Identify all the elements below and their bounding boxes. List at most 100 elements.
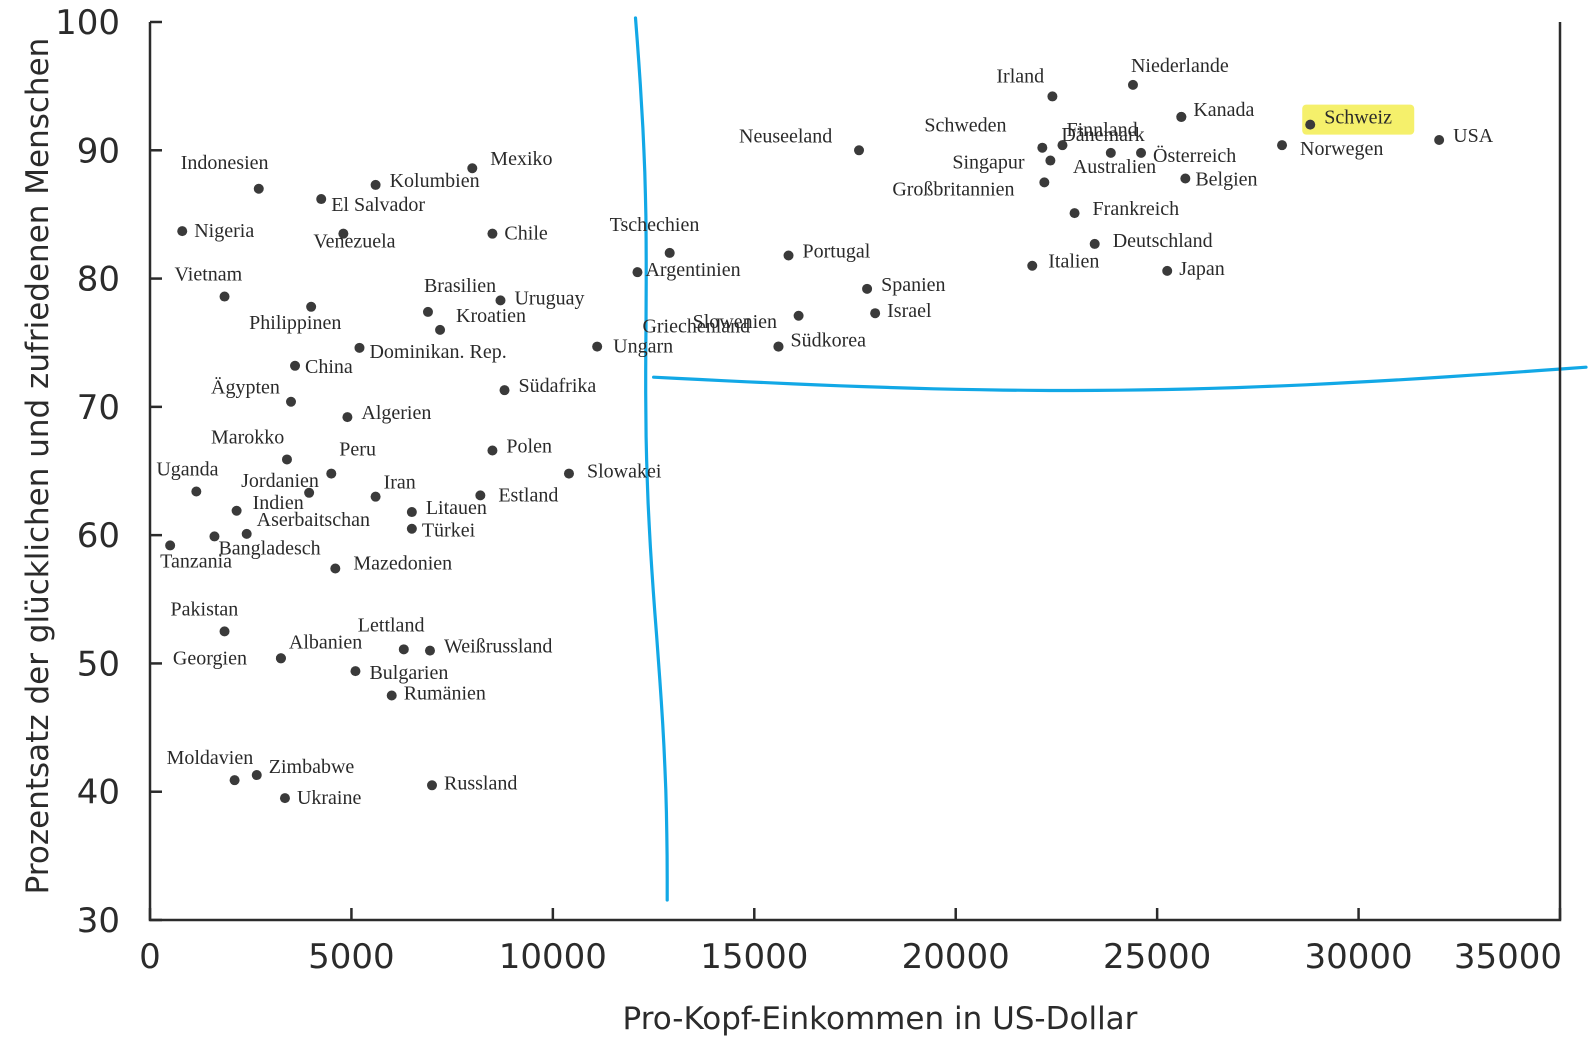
point-label: Belgien bbox=[1195, 169, 1257, 191]
point-label: Frankreich bbox=[1093, 198, 1180, 220]
data-point bbox=[1089, 238, 1100, 249]
y-tick-label: 70 bbox=[77, 388, 120, 428]
data-point bbox=[354, 342, 365, 353]
point-label: Rumänien bbox=[404, 683, 486, 705]
x-tick-label: 30000 bbox=[1304, 937, 1412, 977]
point-label: Estland bbox=[498, 484, 558, 506]
data-point bbox=[1136, 147, 1147, 158]
point-label: Neuseeland bbox=[739, 125, 832, 147]
data-point bbox=[290, 360, 301, 371]
point-label: China bbox=[305, 356, 353, 378]
point-label: Dominikan. Rep. bbox=[369, 341, 506, 363]
x-tick-label: 20000 bbox=[902, 937, 1010, 977]
point-label: Slowakei bbox=[587, 461, 662, 483]
point-label: Spanien bbox=[881, 274, 945, 296]
point-label: Tanzania bbox=[160, 550, 232, 572]
point-label: Österreich bbox=[1153, 144, 1236, 167]
data-point bbox=[406, 523, 417, 534]
data-point bbox=[487, 228, 498, 239]
y-tick-label: 40 bbox=[77, 773, 120, 813]
point-label: Peru bbox=[339, 439, 376, 461]
point-label: Deutschland bbox=[1113, 230, 1213, 252]
data-point bbox=[191, 486, 202, 497]
point-label: Südkorea bbox=[790, 330, 866, 352]
data-point bbox=[386, 690, 397, 701]
data-point bbox=[862, 283, 873, 294]
highlight-marker-schweiz bbox=[1302, 104, 1415, 135]
data-points bbox=[165, 79, 1445, 804]
data-point bbox=[1176, 111, 1187, 122]
data-point bbox=[1047, 91, 1058, 102]
y-tick-label: 90 bbox=[77, 131, 120, 171]
y-tick-label: 60 bbox=[77, 516, 120, 556]
x-tick-label: 25000 bbox=[1103, 937, 1211, 977]
data-point bbox=[435, 324, 446, 335]
point-labels: IndonesienNigeriaVietnamMexikoKolumbienE… bbox=[156, 55, 1493, 809]
data-point bbox=[1305, 119, 1316, 130]
data-point bbox=[1127, 79, 1138, 90]
data-point bbox=[251, 770, 262, 781]
data-point bbox=[398, 644, 409, 655]
data-point bbox=[1105, 147, 1116, 158]
point-label: Argentinien bbox=[645, 259, 740, 281]
point-label: Weißrussland bbox=[444, 636, 552, 658]
data-point bbox=[870, 308, 881, 319]
point-label: Schweiz bbox=[1324, 107, 1392, 129]
point-label: Nigeria bbox=[194, 220, 254, 242]
point-label: Italien bbox=[1048, 251, 1099, 273]
y-tick-label: 80 bbox=[77, 260, 120, 300]
point-label: Chile bbox=[504, 223, 547, 245]
point-label: Vietnam bbox=[175, 264, 243, 286]
data-point bbox=[467, 163, 478, 174]
point-label: Venezuela bbox=[313, 231, 395, 253]
point-label: Pakistan bbox=[171, 598, 239, 620]
point-label: Norwegen bbox=[1300, 138, 1383, 160]
data-point bbox=[773, 341, 784, 352]
point-label: Dänemark bbox=[1061, 124, 1144, 146]
data-point bbox=[487, 445, 498, 456]
data-point bbox=[664, 247, 675, 258]
data-point bbox=[370, 491, 381, 502]
point-label: Kanada bbox=[1193, 99, 1254, 121]
point-label: Griechenland bbox=[642, 316, 750, 338]
point-label: Australien bbox=[1073, 156, 1156, 178]
point-label: Litauen bbox=[426, 497, 487, 519]
data-point bbox=[406, 507, 417, 518]
point-label: Moldavien bbox=[167, 747, 254, 769]
point-label: Algerien bbox=[361, 402, 431, 424]
data-point bbox=[306, 301, 317, 312]
data-point bbox=[281, 454, 292, 465]
data-point bbox=[563, 468, 574, 479]
data-point bbox=[783, 250, 794, 261]
data-point bbox=[1057, 140, 1068, 151]
point-label: Albanien bbox=[289, 631, 362, 653]
point-label: Aserbaitschan bbox=[257, 509, 370, 531]
data-point bbox=[495, 295, 506, 306]
data-point bbox=[316, 194, 327, 205]
point-label: Japan bbox=[1179, 258, 1225, 280]
data-point bbox=[854, 145, 865, 156]
data-point bbox=[1162, 265, 1173, 276]
data-point bbox=[342, 412, 353, 423]
point-label: Indien bbox=[253, 492, 304, 514]
annotation-vertical-line bbox=[633, 16, 669, 902]
point-label: Bulgarien bbox=[369, 662, 448, 684]
data-point bbox=[475, 490, 486, 501]
point-label: Großbritannien bbox=[892, 178, 1014, 200]
annotation-horizontal-line bbox=[652, 365, 1588, 393]
data-point bbox=[286, 396, 296, 407]
point-label: Mexiko bbox=[490, 148, 552, 170]
data-point bbox=[1037, 142, 1048, 153]
data-point bbox=[177, 226, 188, 237]
point-label: Russland bbox=[444, 772, 517, 794]
point-label: El Salvador bbox=[331, 194, 425, 216]
point-label: Brasilien bbox=[424, 275, 496, 297]
x-tick-label: 15000 bbox=[700, 937, 808, 977]
data-point bbox=[1434, 135, 1445, 146]
point-label: Ungarn bbox=[613, 336, 673, 358]
point-label: Uruguay bbox=[514, 287, 584, 309]
point-label: Mazedonien bbox=[353, 552, 452, 574]
data-point bbox=[592, 341, 603, 352]
data-point bbox=[279, 793, 290, 804]
